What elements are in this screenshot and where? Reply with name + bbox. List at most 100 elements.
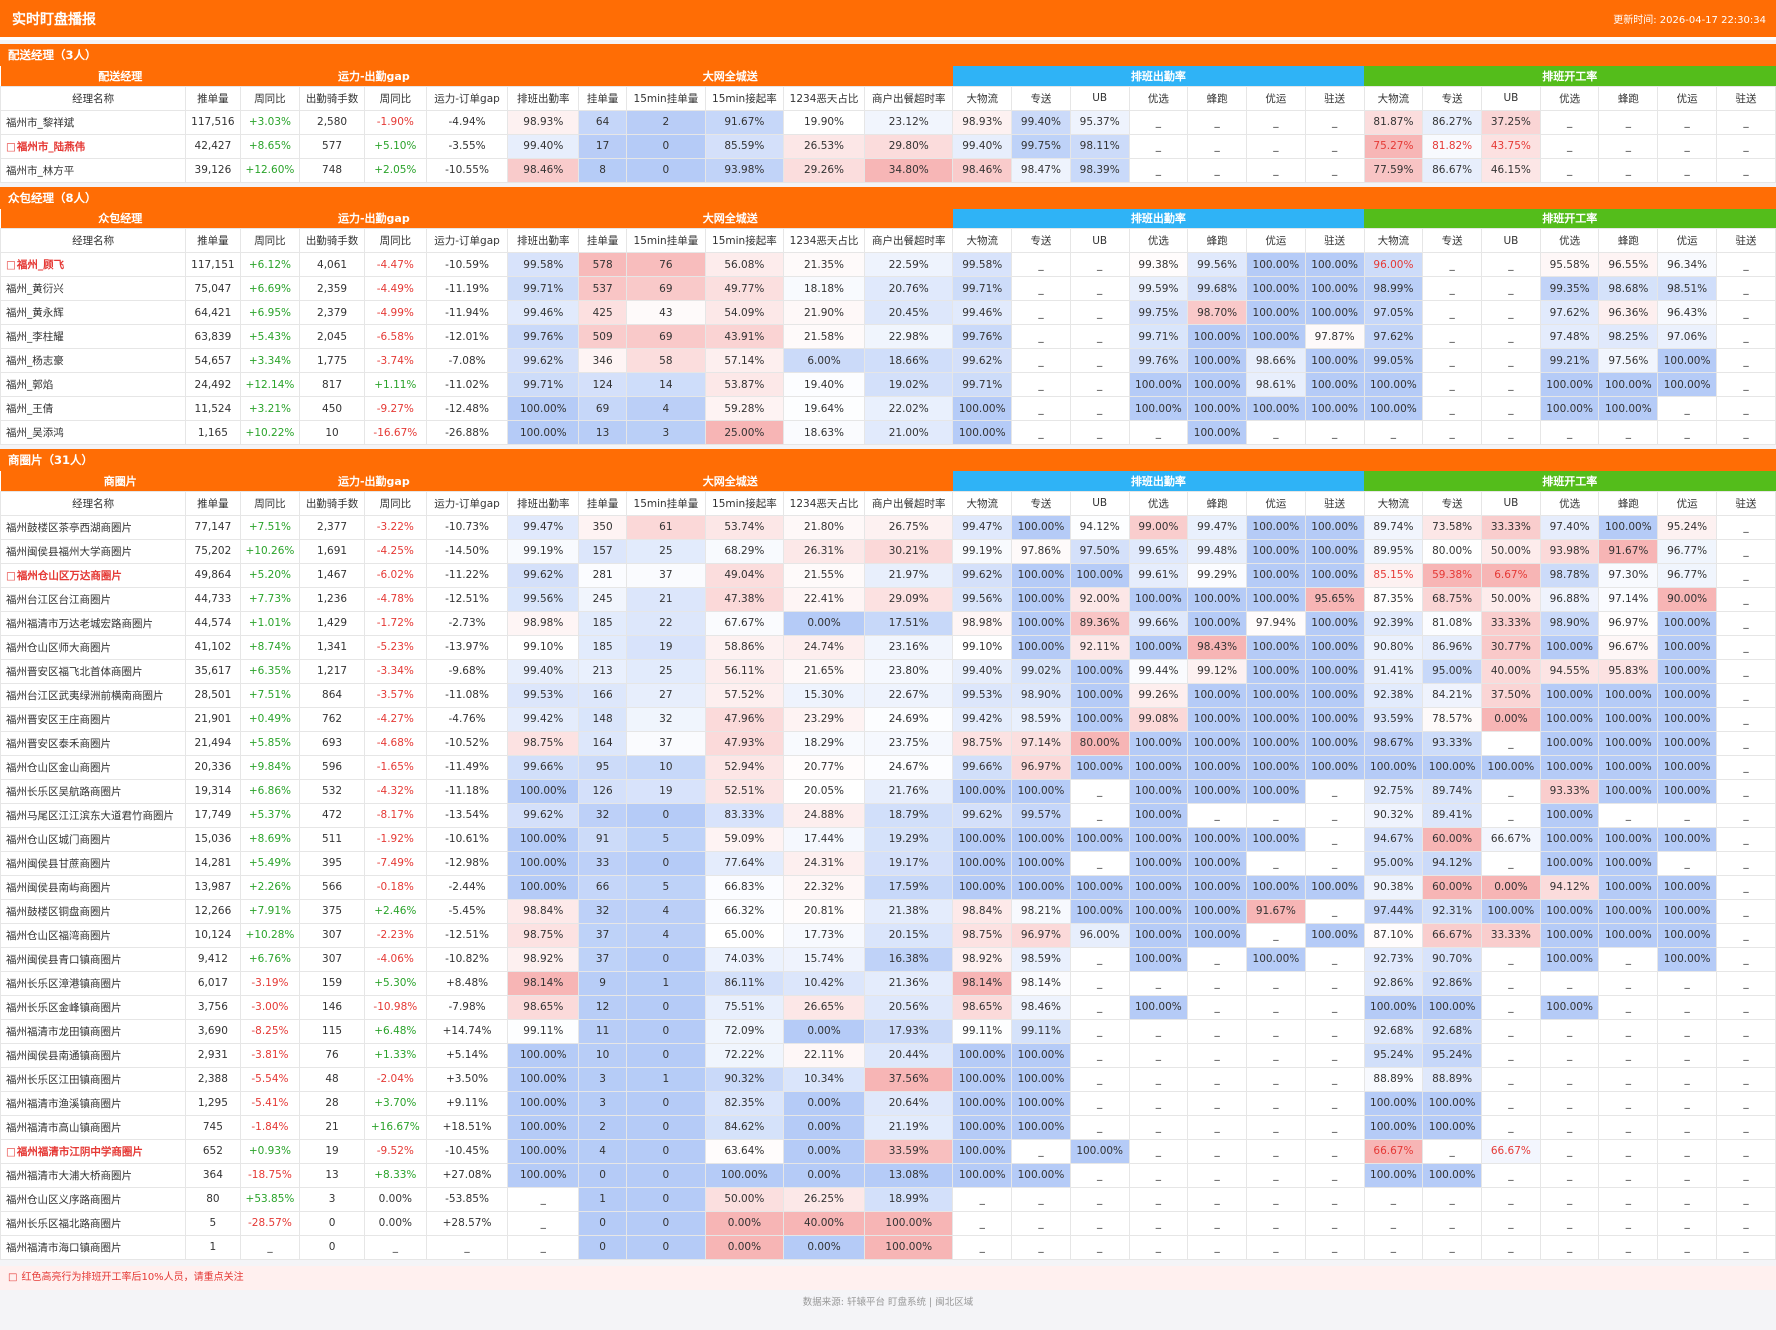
column-header[interactable]: 排班出勤率 — [507, 85, 580, 111]
column-header[interactable]: 优选 — [1539, 490, 1600, 516]
column-header[interactable]: 排班出勤率 — [507, 490, 580, 516]
column-header[interactable]: 商户出餐超时率 — [864, 228, 954, 253]
column-header[interactable]: 大物流 — [952, 228, 1013, 253]
table-row[interactable]: 福州长乐区江田镇商圈片 2,388 -5.54% 48 -2.04% +3.50% 100.… — [0, 1066, 1776, 1092]
column-header[interactable]: 推单量 — [185, 85, 241, 111]
table-row[interactable]: 福州福清市渔溪镇商圈片 1,295 -5.41% 28 +3.70% +9.11% 100.… — [0, 1090, 1776, 1116]
column-header[interactable]: 专送 — [1422, 490, 1483, 516]
column-header[interactable]: 优运 — [1246, 490, 1306, 516]
table-row[interactable]: 福州_黄永辉 64,421 +6.95% 2,379 -4.99% -11.94% 99.4… — [0, 300, 1776, 325]
column-header[interactable]: 运力-订单gap — [425, 85, 509, 111]
column-header[interactable]: 专送 — [1011, 490, 1071, 516]
column-header[interactable]: 挂单量 — [578, 85, 627, 111]
table-row[interactable]: 福州长乐区福北路商圈片 5 -28.57% 0 0.00% +28.57% _ 0 0 0.00%… — [0, 1210, 1776, 1236]
column-header[interactable]: 推单量 — [185, 228, 241, 253]
column-header[interactable]: 专送 — [1011, 228, 1071, 253]
column-header[interactable]: 排班出勤率 — [507, 228, 580, 253]
table-row[interactable]: 福州_顾飞117,151+6.12%4,061-4.47%-10.59%99.5… — [0, 252, 1776, 277]
table-row[interactable]: 福州鼓楼区茶亭西湖商圈片 77,147 +7.51% 2,377 -3.22% -10.7… — [0, 514, 1776, 540]
table-row[interactable]: 福州闽侯县南屿商圈片 13,987 +2.26% 566 -0.18% -2.44% 100… — [0, 874, 1776, 900]
column-header[interactable]: UB — [1481, 85, 1541, 111]
column-header[interactable]: 优运 — [1657, 85, 1717, 111]
column-header[interactable]: 大物流 — [1363, 85, 1424, 111]
column-header[interactable]: 专送 — [1422, 228, 1483, 253]
column-header[interactable]: 周同比 — [239, 228, 301, 253]
column-header[interactable]: 大物流 — [952, 85, 1013, 111]
column-header[interactable]: 挂单量 — [578, 490, 627, 516]
column-header[interactable]: 1234恶天占比 — [782, 490, 866, 516]
column-header[interactable]: 出勤骑手数 — [299, 228, 365, 253]
column-header[interactable]: UB — [1481, 490, 1541, 516]
table-row[interactable]: 福州晋安区泰禾商圈片 21,494 +5.85% 693 -4.68% -10.52% 98… — [0, 730, 1776, 756]
table-row[interactable]: 福州_王倩 11,524 +3.21% 450 -9.27% -12.48% 100.00%… — [0, 396, 1776, 421]
column-header[interactable]: 大物流 — [1363, 490, 1424, 516]
column-header[interactable]: 经理名称 — [0, 228, 187, 253]
table-row[interactable]: 福州仓山区福湾商圈片 10,124 +10.28% 307 -2.23% -12.51% 9… — [0, 922, 1776, 948]
table-row[interactable]: 福州台江区台江商圈片 44,733 +7.73% 1,236 -4.78% -12.51%… — [0, 586, 1776, 612]
column-header[interactable]: 驻送 — [1304, 490, 1365, 516]
column-header[interactable]: 出勤骑手数 — [299, 490, 365, 516]
column-header[interactable]: 推单量 — [185, 490, 241, 516]
table-row[interactable]: 福州仓山区城门商圈片 15,036 +8.69% 511 -1.92% -10.61% 10… — [0, 826, 1776, 852]
table-row[interactable]: 福州福清市龙田镇商圈片 3,690 -8.25% 115 +6.48% +14.74% 99… — [0, 1018, 1776, 1044]
column-header[interactable]: 优选 — [1539, 85, 1600, 111]
column-header[interactable]: 专送 — [1422, 85, 1483, 111]
column-header[interactable]: 优运 — [1657, 490, 1717, 516]
column-header[interactable]: 驻送 — [1304, 85, 1365, 111]
column-header[interactable]: 蜂跑 — [1187, 85, 1248, 111]
table-row[interactable]: 福州闽侯县甘蔗商圈片 14,281 +5.49% 395 -7.49% -12.98% 10… — [0, 850, 1776, 876]
column-header[interactable]: 15min挂单量 — [625, 85, 706, 111]
column-header[interactable]: 优运 — [1246, 85, 1306, 111]
table-row[interactable]: 福州_黄衍兴 75,047 +6.69% 2,359 -4.49% -11.19% 99.7… — [0, 276, 1776, 301]
column-header[interactable]: 周同比 — [363, 85, 427, 111]
column-header[interactable]: 蜂跑 — [1187, 490, 1248, 516]
column-header[interactable]: 驻送 — [1715, 228, 1776, 253]
column-header[interactable]: 周同比 — [239, 85, 301, 111]
table-row[interactable]: 福州鼓楼区铜盘商圈片 12,266 +7.91% 375 +2.46% -5.45% 98.… — [0, 898, 1776, 924]
column-header[interactable]: 1234恶天占比 — [782, 85, 866, 111]
column-header[interactable]: 运力-订单gap — [425, 490, 509, 516]
table-row[interactable]: 福州_吴添鸿 1,165 +10.22% 10 -16.67% -26.88% 100.00… — [0, 420, 1776, 445]
column-header[interactable]: 优运 — [1246, 228, 1306, 253]
column-header[interactable]: 驻送 — [1715, 85, 1776, 111]
table-row[interactable]: 福州长乐区金峰镇商圈片 3,756 -3.00% 146 -10.98% -7.98% 98… — [0, 994, 1776, 1020]
table-row[interactable]: 福州市_林方平 39,126 +12.60% 748 +2.05% -10.55% 98.4… — [0, 157, 1776, 183]
table-row[interactable]: 福州福清市江阴中学商圈片652+0.93%19-9.52%-10.45%100.… — [0, 1138, 1776, 1164]
table-row[interactable]: 福州台江区武夷绿洲前横南商圈片 28,501 +7.51% 864 -3.57% -11.… — [0, 682, 1776, 708]
table-row[interactable]: 福州福清市高山镇商圈片 745 -1.84% 21 +16.67% +18.51% 100.… — [0, 1114, 1776, 1140]
column-header[interactable]: UB — [1069, 490, 1130, 516]
column-header[interactable]: 15min接起率 — [704, 228, 784, 253]
column-header[interactable]: 蜂跑 — [1598, 490, 1659, 516]
table-row[interactable]: 福州福清市海口镇商圈片 1 _ 0 _ _ _ 0 0 0.00% 0.00% 100.00% _ _ _ _… — [0, 1234, 1776, 1260]
table-row[interactable]: 福州闽侯县青口镇商圈片 9,412 +6.76% 307 -4.06% -10.82% 98… — [0, 946, 1776, 972]
table-row[interactable]: 福州闽侯县福州大学商圈片 75,202 +10.26% 1,691 -4.25% -14.… — [0, 538, 1776, 564]
column-header[interactable]: 优选 — [1128, 490, 1189, 516]
table-row[interactable]: 福州长乐区吴航路商圈片 19,314 +6.86% 532 -4.32% -11.18% 1… — [0, 778, 1776, 804]
table-row[interactable]: 福州_郭焰 24,492 +12.14% 817 +1.11% -11.02% 99.71%… — [0, 372, 1776, 397]
column-header[interactable]: UB — [1069, 85, 1130, 111]
table-row[interactable]: 福州长乐区漳港镇商圈片 6,017 -3.19% 159 +5.30% +8.48% 98.… — [0, 970, 1776, 996]
column-header[interactable]: 驻送 — [1715, 490, 1776, 516]
column-header[interactable]: 优运 — [1657, 228, 1717, 253]
column-header[interactable]: 运力-订单gap — [425, 228, 509, 253]
column-header[interactable]: 经理名称 — [0, 85, 187, 111]
column-header[interactable]: 周同比 — [239, 490, 301, 516]
table-row[interactable]: 福州市_黎祥斌 117,516 +3.03% 2,580 -1.90% -4.94% 98.… — [0, 109, 1776, 135]
column-header[interactable]: 驻送 — [1304, 228, 1365, 253]
column-header[interactable]: 经理名称 — [0, 490, 187, 516]
table-row[interactable]: 福州福清市万达老城宏路商圈片 44,574 +1.01% 1,429 -1.72% -2.… — [0, 610, 1776, 636]
column-header[interactable]: 蜂跑 — [1598, 228, 1659, 253]
column-header[interactable]: 出勤骑手数 — [299, 85, 365, 111]
column-header[interactable]: UB — [1069, 228, 1130, 253]
table-row[interactable]: 福州仓山区师大商圈片 41,102 +8.74% 1,341 -5.23% -13.97%… — [0, 634, 1776, 660]
column-header[interactable]: 商户出餐超时率 — [864, 85, 954, 111]
table-row[interactable]: 福州福清市大浦大桥商圈片 364 -18.75% 13 +8.33% +27.08% 100… — [0, 1162, 1776, 1188]
column-header[interactable]: 挂单量 — [578, 228, 627, 253]
column-header[interactable]: 15min接起率 — [704, 85, 784, 111]
column-header[interactable]: 周同比 — [363, 228, 427, 253]
column-header[interactable]: 优选 — [1539, 228, 1600, 253]
table-row[interactable]: 福州_杨志豪 54,657 +3.34% 1,775 -3.74% -7.08% 99.62… — [0, 348, 1776, 373]
table-row[interactable]: 福州马尾区江江滨东大道君竹商圈片 17,749 +5.37% 472 -8.17% -13… — [0, 802, 1776, 828]
column-header[interactable]: 专送 — [1011, 85, 1071, 111]
table-row[interactable]: 福州闽侯县南通镇商圈片 2,931 -3.81% 76 +1.33% +5.14% 100.… — [0, 1042, 1776, 1068]
